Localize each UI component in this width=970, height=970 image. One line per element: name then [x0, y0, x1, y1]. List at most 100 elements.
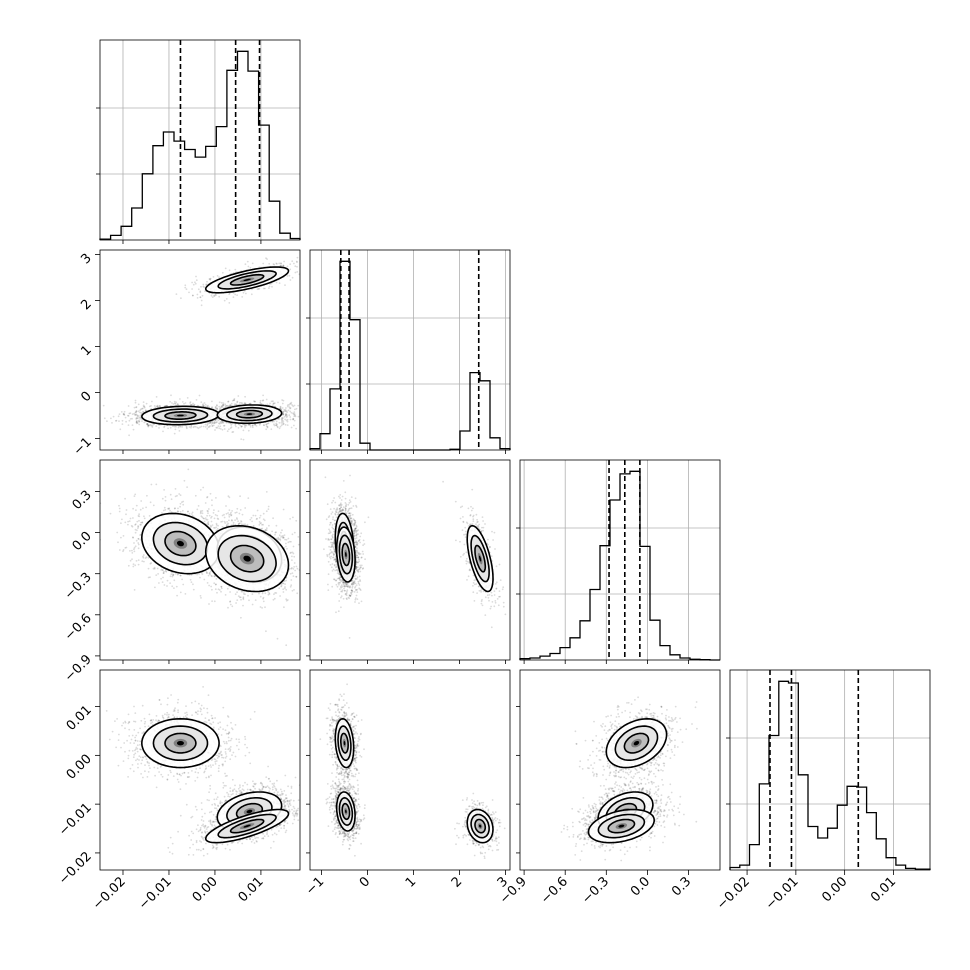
sample-point — [176, 573, 179, 576]
sample-point — [121, 423, 124, 425]
sample-point — [290, 411, 293, 414]
sample-point — [135, 509, 137, 511]
sample-point — [288, 406, 291, 408]
sample-point — [284, 408, 287, 411]
sample-point — [174, 402, 177, 405]
sample-point — [211, 504, 213, 507]
sample-point — [279, 406, 282, 409]
sample-point — [214, 514, 217, 516]
sample-point — [238, 522, 241, 525]
sample-point — [301, 582, 303, 584]
sample-point — [268, 593, 271, 595]
sample-point — [199, 595, 202, 597]
sample-point — [207, 508, 210, 510]
sample-point — [179, 502, 182, 505]
sample-point — [147, 557, 150, 559]
sample-point — [123, 410, 126, 413]
sample-point — [258, 516, 261, 519]
sample-point — [151, 400, 153, 403]
sample-point — [115, 419, 118, 422]
sample-point — [214, 583, 217, 586]
sample-point — [292, 413, 295, 416]
sample-point — [117, 415, 120, 418]
sample-point — [265, 423, 268, 426]
sample-point — [267, 593, 270, 596]
sample-point — [209, 570, 212, 573]
sample-point — [296, 592, 299, 595]
sample-point — [223, 516, 226, 519]
sample-point — [285, 588, 288, 591]
sample-point — [293, 262, 295, 265]
sample-point — [251, 262, 254, 265]
sample-point — [170, 394, 172, 397]
sample-point — [173, 402, 176, 405]
sample-point — [206, 496, 208, 499]
sample-point — [156, 567, 159, 570]
sample-point — [216, 528, 219, 530]
sample-point — [214, 407, 217, 410]
sample-point — [161, 497, 164, 500]
sample-point — [279, 595, 281, 597]
sample-point — [251, 426, 254, 429]
sample-point — [125, 509, 128, 511]
sample-point — [214, 419, 217, 422]
sample-point — [124, 521, 127, 524]
sample-point — [249, 266, 252, 269]
sample-point — [132, 507, 135, 510]
sample-point — [239, 495, 242, 498]
sample-point — [220, 590, 222, 593]
sample-point — [142, 411, 145, 413]
sample-point — [185, 288, 188, 291]
sample-point — [239, 522, 241, 525]
sample-point — [135, 421, 138, 424]
sample-point — [282, 582, 285, 585]
sample-point — [229, 600, 232, 603]
sample-point — [295, 407, 298, 410]
sample-point — [303, 408, 305, 410]
sample-point — [208, 425, 211, 428]
sample-point — [268, 524, 270, 527]
sample-point — [238, 512, 241, 515]
sample-point — [207, 523, 210, 526]
sample-point — [289, 268, 292, 271]
sample-point — [142, 556, 145, 559]
sample-point — [229, 404, 232, 407]
sample-point — [226, 404, 228, 407]
sample-point — [293, 411, 296, 413]
sample-point — [127, 414, 129, 417]
sample-point — [158, 427, 160, 429]
sample-point — [249, 424, 252, 427]
sample-point — [270, 400, 273, 403]
sample-point — [214, 421, 217, 424]
sample-point — [285, 407, 287, 409]
sample-point — [142, 555, 144, 558]
sample-point — [280, 536, 282, 538]
sample-point — [211, 425, 214, 427]
sample-point — [198, 394, 201, 397]
sample-point — [174, 428, 177, 431]
sample-point — [292, 418, 294, 421]
sample-point — [173, 432, 176, 435]
sample-point — [291, 404, 294, 407]
sample-point — [282, 264, 285, 267]
sample-point — [219, 421, 222, 424]
sample-point — [296, 271, 299, 273]
sample-point — [183, 479, 186, 482]
sample-point — [207, 510, 209, 513]
sample-point — [280, 422, 283, 424]
sample-point — [158, 582, 160, 584]
sample-point — [182, 503, 185, 506]
sample-point — [332, 261, 334, 263]
sample-point — [216, 275, 219, 277]
sample-point — [252, 525, 255, 527]
sample-point — [155, 396, 158, 398]
sample-point — [283, 416, 286, 418]
sample-point — [284, 587, 286, 590]
sample-point — [200, 425, 203, 428]
sample-point — [228, 514, 231, 516]
sample-point — [164, 496, 167, 498]
sample-point — [204, 502, 207, 504]
sample-point — [134, 399, 137, 402]
sample-point — [139, 414, 142, 417]
sample-point — [208, 406, 211, 409]
